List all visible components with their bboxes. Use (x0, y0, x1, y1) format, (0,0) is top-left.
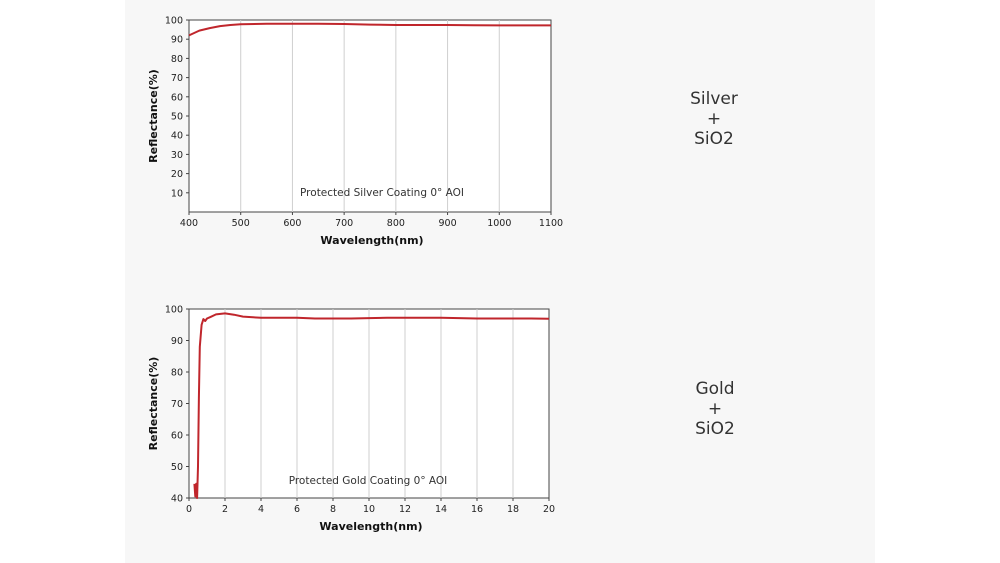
silver-y-axis-title: Reflectance(%) (147, 69, 160, 163)
y-tick-label: 30 (171, 150, 183, 161)
y-tick-label: 100 (165, 16, 183, 27)
x-tick-label: 14 (435, 504, 447, 515)
gold-gridlines (224, 309, 514, 498)
y-tick-label: 40 (171, 494, 183, 505)
silver-x-axis-title: Wavelength(nm) (320, 234, 423, 247)
silver-reflectance-curve (188, 22, 551, 37)
x-tick-label: 400 (180, 218, 198, 229)
x-tick-label: 800 (387, 218, 405, 229)
x-tick-label: 2 (222, 504, 228, 515)
y-tick-label: 70 (171, 73, 183, 84)
gold-y-axis-title: Reflectance(%) (147, 357, 160, 451)
y-tick-label: 90 (171, 336, 183, 347)
silver-label-plus: + (706, 109, 722, 129)
x-tick-label: 700 (335, 218, 353, 229)
x-tick-label: 18 (507, 504, 519, 515)
y-tick-label: 70 (171, 399, 183, 410)
y-tick-label: 90 (171, 35, 183, 46)
y-tick-label: 80 (171, 368, 183, 379)
gold-coating-label: Gold + SiO2 (655, 379, 775, 439)
y-tick-label: 80 (171, 54, 183, 65)
x-tick-label: 500 (232, 218, 250, 229)
gold-y-ticks: 40 50 60 70 80 90 100 (165, 305, 189, 505)
x-tick-label: 10 (363, 504, 375, 515)
gold-label-line1: Gold (695, 379, 735, 399)
silver-x-ticks: 400 500 600 700 800 900 1000 1100 (180, 212, 563, 229)
y-tick-label: 20 (171, 169, 183, 180)
x-tick-label: 1100 (539, 218, 563, 229)
y-tick-label: 60 (171, 92, 183, 103)
y-tick-label: 40 (171, 131, 183, 142)
y-tick-label: 50 (171, 112, 183, 123)
x-tick-label: 12 (399, 504, 411, 515)
gold-x-ticks: 0 2 4 6 8 10 12 14 16 18 20 (186, 498, 555, 515)
gold-label-plus: + (707, 399, 723, 419)
x-tick-label: 0 (186, 504, 192, 515)
x-tick-label: 900 (439, 218, 457, 229)
y-tick-label: 100 (165, 305, 183, 316)
y-tick-label: 50 (171, 462, 183, 473)
silver-plot-area (188, 19, 552, 213)
x-tick-label: 4 (258, 504, 264, 515)
gold-x-axis-title: Wavelength(nm) (319, 520, 422, 533)
silver-coating-label: Silver + SiO2 (654, 89, 774, 149)
silver-gridlines (240, 20, 500, 212)
silver-label-line1: Silver (690, 89, 738, 109)
silver-chart: 10 20 30 40 50 60 70 80 90 100 400 500 600 700 800 900… (147, 16, 563, 248)
x-tick-label: 20 (543, 504, 555, 515)
x-tick-label: 8 (330, 504, 336, 515)
gold-chart: 40 50 60 70 80 90 100 0 2 4 6 8 10 12 14 16 18 20 Protec… (147, 305, 555, 534)
silver-y-ticks: 10 20 30 40 50 60 70 80 90 100 (165, 16, 189, 199)
gold-label-line3: SiO2 (695, 419, 735, 439)
silver-label-line3: SiO2 (694, 129, 734, 149)
x-tick-label: 6 (294, 504, 300, 515)
x-tick-label: 1000 (487, 218, 511, 229)
y-tick-label: 60 (171, 431, 183, 442)
x-tick-label: 16 (471, 504, 483, 515)
y-tick-label: 10 (171, 188, 183, 199)
gold-reflectance-curve (193, 312, 550, 499)
gold-annotation: Protected Gold Coating 0° AOI (289, 475, 448, 487)
x-tick-label: 600 (283, 218, 301, 229)
silver-annotation: Protected Silver Coating 0° AOI (300, 187, 464, 199)
